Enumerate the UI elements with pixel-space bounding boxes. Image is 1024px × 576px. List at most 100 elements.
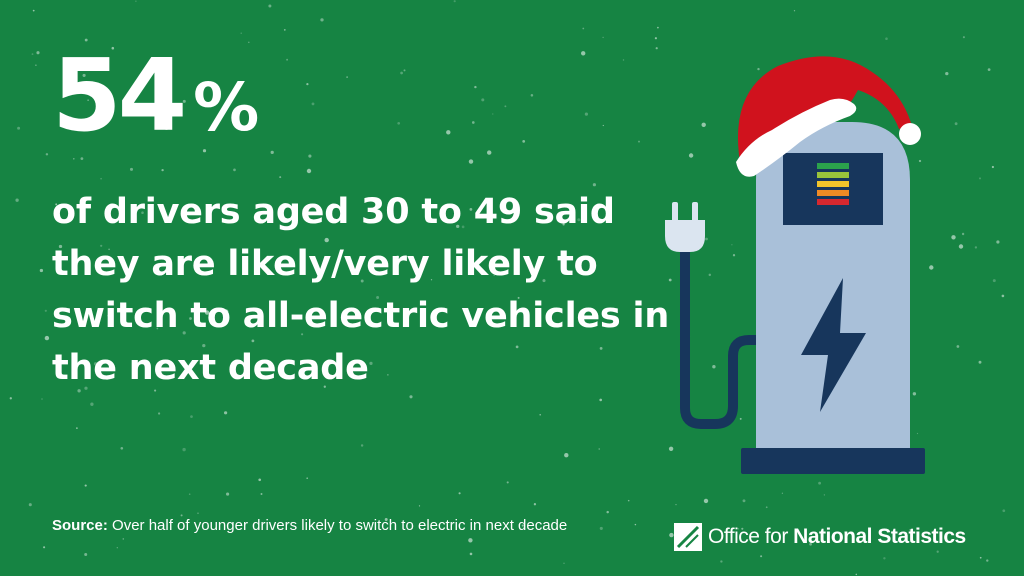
snow-dot bbox=[77, 389, 81, 393]
snow-dot bbox=[446, 130, 451, 135]
snow-dot bbox=[17, 126, 21, 130]
snow-dot bbox=[161, 168, 164, 172]
snow-dot bbox=[387, 374, 389, 376]
snow-dot bbox=[55, 366, 57, 368]
snow-dot bbox=[992, 279, 996, 283]
snow-dot bbox=[962, 36, 965, 39]
snow-dot bbox=[688, 153, 694, 158]
battery-level-bar bbox=[817, 181, 849, 187]
snow-dot bbox=[469, 552, 473, 556]
snow-dot bbox=[979, 556, 982, 559]
snow-dot bbox=[120, 446, 124, 450]
snow-dot bbox=[9, 397, 12, 400]
snow-dot bbox=[961, 232, 965, 236]
snow-dot bbox=[308, 154, 312, 158]
snow-dot bbox=[515, 345, 519, 349]
snow-dot bbox=[93, 362, 98, 366]
snow-dot bbox=[978, 177, 982, 180]
snow-dot bbox=[581, 51, 586, 56]
snow-dot bbox=[41, 398, 43, 400]
snow-dot bbox=[430, 279, 433, 281]
snow-dot bbox=[301, 333, 304, 336]
snow-dot bbox=[82, 73, 86, 77]
snow-dot bbox=[35, 64, 37, 67]
snow-dot bbox=[712, 365, 716, 369]
source-label: Source: bbox=[52, 517, 108, 534]
snow-dot bbox=[655, 47, 658, 50]
headline-statistic: 54 % bbox=[52, 46, 259, 146]
snow-dot bbox=[248, 41, 250, 44]
snow-dot bbox=[622, 59, 625, 61]
snow-dot bbox=[592, 183, 596, 187]
snow-dot bbox=[855, 573, 858, 576]
snow-dot bbox=[996, 240, 1000, 244]
snow-dot bbox=[360, 444, 364, 447]
ons-logo-mark-icon bbox=[674, 523, 702, 551]
snow-dot bbox=[602, 124, 604, 127]
snow-dot bbox=[474, 85, 477, 89]
snow-dot bbox=[627, 499, 630, 502]
snow-dot bbox=[741, 527, 744, 530]
snow-dot bbox=[765, 506, 768, 509]
snow-dot bbox=[204, 310, 210, 315]
battery-level-bar bbox=[817, 163, 849, 169]
santa-hat-icon bbox=[736, 56, 921, 177]
snow-dot bbox=[361, 259, 363, 261]
snow-dot bbox=[129, 167, 134, 171]
snow-dot bbox=[657, 26, 659, 29]
plug-icon bbox=[665, 202, 705, 252]
snow-dot bbox=[396, 255, 400, 259]
snow-dot bbox=[471, 121, 475, 124]
snow-dot bbox=[403, 69, 406, 72]
snow-dot bbox=[986, 559, 989, 562]
snow-dot bbox=[542, 279, 546, 283]
snow-dot bbox=[189, 317, 192, 320]
snow-dot bbox=[360, 279, 364, 283]
stat-number: 54 bbox=[52, 37, 187, 154]
snow-dot bbox=[39, 268, 44, 273]
snow-dot bbox=[602, 36, 604, 39]
snow-dot bbox=[731, 244, 733, 246]
snow-dot bbox=[455, 211, 459, 215]
snow-dot bbox=[488, 212, 492, 216]
snow-dot bbox=[654, 37, 657, 40]
snow-dot bbox=[409, 395, 413, 399]
ons-logo: Office for National Statistics bbox=[674, 523, 966, 551]
snow-dot bbox=[100, 177, 102, 180]
snow-dot bbox=[270, 150, 274, 155]
snow-dot bbox=[675, 503, 677, 506]
snow-dot bbox=[1001, 294, 1005, 298]
snow-dot bbox=[45, 153, 49, 156]
snow-dot bbox=[582, 27, 585, 30]
snow-dot bbox=[533, 503, 537, 506]
snow-dot bbox=[929, 265, 934, 270]
snow-dot bbox=[599, 526, 603, 530]
snow-dot bbox=[517, 296, 520, 299]
snow-dot bbox=[58, 244, 63, 249]
snow-dot bbox=[584, 112, 588, 116]
snow-dot bbox=[974, 246, 978, 249]
snow-dot bbox=[708, 273, 712, 277]
snow-dot bbox=[732, 254, 736, 257]
snow-dot bbox=[154, 389, 157, 392]
snow-dot bbox=[521, 524, 524, 527]
snow-dot bbox=[634, 523, 637, 526]
snow-dot bbox=[260, 493, 263, 495]
snow-dot bbox=[36, 51, 40, 55]
snow-dot bbox=[87, 99, 89, 101]
snow-dot bbox=[99, 66, 102, 69]
snow-dot bbox=[43, 546, 46, 549]
snow-dot bbox=[122, 538, 125, 540]
snow-dot bbox=[954, 122, 958, 126]
snow-dot bbox=[739, 417, 742, 420]
snow-dot bbox=[28, 503, 32, 507]
snow-dot bbox=[720, 560, 723, 563]
snow-dot bbox=[376, 296, 380, 299]
snow-dot bbox=[936, 550, 939, 553]
source-text: Over half of younger drivers likely to s… bbox=[112, 517, 568, 534]
snow-dot bbox=[487, 150, 492, 155]
snow-dot bbox=[116, 547, 118, 549]
snow-dot bbox=[951, 235, 956, 240]
battery-level-bar bbox=[817, 172, 849, 178]
snow-dot bbox=[283, 29, 286, 31]
